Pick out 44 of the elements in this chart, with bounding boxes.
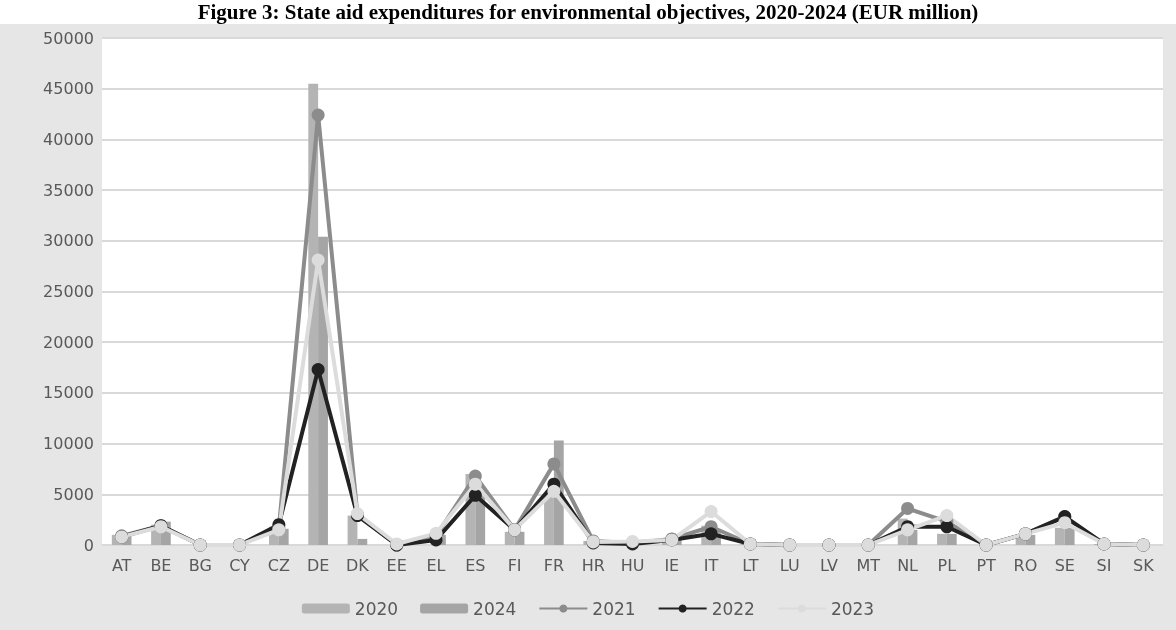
x-tick-label: RO <box>1013 555 1038 575</box>
x-tick-label: IT <box>703 555 719 575</box>
y-tick-label: 15000 <box>43 383 94 403</box>
y-tick-label: 35000 <box>43 180 94 200</box>
x-tick-label: BG <box>188 555 212 575</box>
x-tick-label: DK <box>346 555 370 575</box>
x-tick-label: NL <box>897 555 919 575</box>
x-tick-label: IE <box>664 555 680 575</box>
x-tick-label: SI <box>1096 555 1112 575</box>
y-tick-label: 5000 <box>53 484 94 504</box>
x-tick-label: HR <box>581 555 605 575</box>
x-tick-label: LU <box>779 555 800 575</box>
legend-label: 2021 <box>592 598 636 619</box>
y-tick-label: 40000 <box>43 129 94 149</box>
legend-label: 2023 <box>830 598 875 619</box>
x-tick-label: DE <box>306 555 330 575</box>
y-tick-label: 0 <box>83 535 94 555</box>
y-tick-label: 10000 <box>43 434 94 454</box>
x-tick-label: HU <box>620 555 645 575</box>
x-tick-label: AT <box>111 555 132 575</box>
x-tick-label: LV <box>819 555 839 575</box>
y-tick-label: 30000 <box>43 231 94 251</box>
y-tick-label: 20000 <box>43 332 94 352</box>
x-tick-label: CZ <box>267 555 290 575</box>
y-tick-label: 45000 <box>43 79 94 99</box>
x-tick-label: PL <box>937 555 957 575</box>
x-tick-label: EE <box>386 555 407 575</box>
x-tick-label: FI <box>507 555 522 575</box>
x-tick-label: EL <box>426 555 446 575</box>
x-tick-label: SE <box>1054 555 1075 575</box>
x-tick-label: ES <box>465 555 486 575</box>
legend-label: 2020 <box>354 598 399 619</box>
x-tick-label: SK <box>1133 555 1155 575</box>
x-tick-label: BE <box>150 555 172 575</box>
y-tick-label: 50000 <box>43 28 94 48</box>
x-tick-label: PT <box>976 555 997 575</box>
x-tick-label: CY <box>229 555 251 575</box>
chart-title: Figure 3: State aid expenditures for environmental objectives, 2020-2024 (EUR million) <box>196 0 980 24</box>
legend-label: 2022 <box>711 598 755 619</box>
x-tick-label: MT <box>856 555 881 575</box>
y-tick-label: 25000 <box>43 282 94 301</box>
x-tick-label: LT <box>742 555 759 575</box>
x-tick-label: FR <box>543 555 565 575</box>
legend-label: 2024 <box>473 598 517 619</box>
